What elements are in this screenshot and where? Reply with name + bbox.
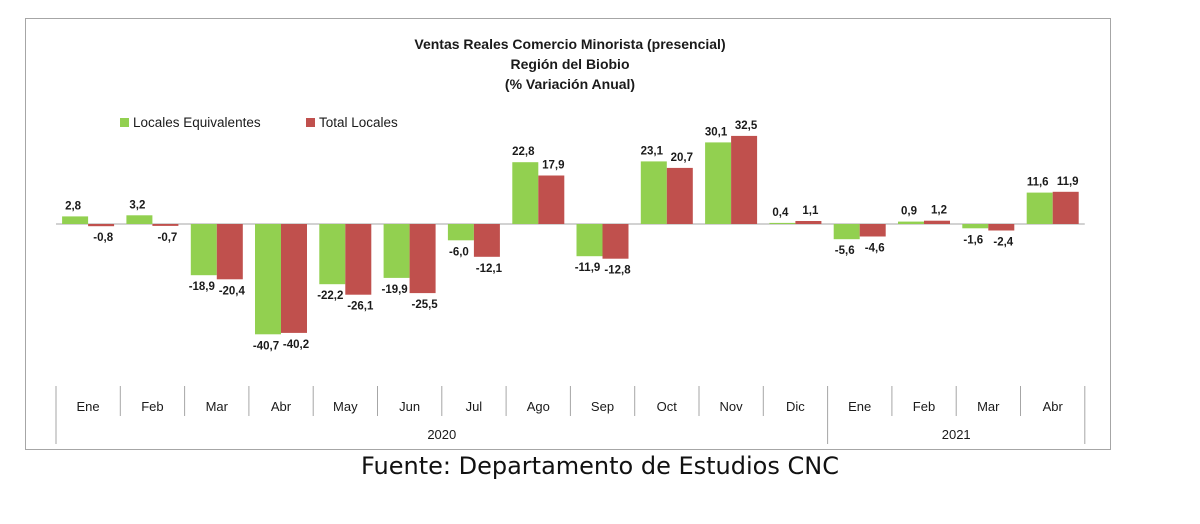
data-label-locales-equivalentes-11: 30,1: [705, 126, 728, 138]
bar-total-locales-9: [602, 224, 629, 259]
bar-locales-equivalentes-16: [1026, 192, 1053, 224]
bar-total-locales-4: [281, 224, 307, 333]
tick-label-4: Abr: [271, 399, 292, 414]
tick-label-14: Feb: [913, 399, 935, 414]
plot-area: 2,8-0,83,2-0,7-18,9 -20,4-40,7 -40,2-22,2-…: [55, 120, 1086, 444]
bar-total-locales-14: [924, 220, 950, 224]
bar-locales-equivalentes-2: [126, 215, 153, 224]
data-label-total-locales-10: 20,7: [671, 152, 693, 164]
tick-label-13: Ene: [848, 399, 871, 414]
data-label-total-locales-4: -40,2: [283, 339, 309, 351]
chart-title: Ventas Reales Comercio Minorista (presen…: [414, 36, 725, 92]
data-label-total-locales-8: 17,9: [542, 160, 564, 172]
tick-label-15: Mar: [977, 399, 1000, 414]
bar-total-locales-3: [216, 224, 243, 280]
data-label-locales-equivalentes-6: -19,9: [381, 284, 407, 296]
chart-title-line-3: (% Variación Anual): [505, 76, 635, 92]
bar-locales-equivalentes-6: [383, 224, 410, 278]
bar-locales-equivalentes-13: [833, 224, 860, 240]
tick-label-1: Ene: [77, 399, 100, 414]
bar-total-locales-16: [1052, 191, 1079, 224]
bar-total-locales-2: [152, 224, 179, 226]
data-label-locales-equivalentes-10: 23,1: [641, 145, 664, 157]
tick-label-5: May: [333, 399, 358, 414]
data-label-total-locales-13: -4,6: [865, 243, 885, 255]
data-label-locales-equivalentes-8: 22,8: [512, 146, 535, 158]
data-label-total-locales-1: -0,8: [93, 232, 113, 244]
tick-label-6: Jun: [399, 399, 420, 414]
chart-legend: Locales Equivalentes Total Locales: [120, 115, 398, 130]
data-label-locales-equivalentes-16: 11,6: [1027, 177, 1049, 189]
bar-total-locales-11: [731, 135, 758, 224]
bar-locales-equivalentes-9: [576, 224, 603, 257]
bar-total-locales-1: [88, 224, 115, 227]
bar-locales-equivalentes-3: [190, 224, 217, 276]
data-label-total-locales-14: 1,2: [931, 205, 947, 217]
data-label-total-locales-2: -0,7: [157, 232, 177, 244]
tick-label-3: Mar: [206, 399, 229, 414]
bar-total-locales-6: [409, 224, 436, 294]
bar-locales-equivalentes-8: [512, 162, 539, 224]
data-label-locales-equivalentes-9: -11,9: [575, 262, 601, 274]
year-label-2020: 2020: [427, 427, 456, 442]
tick-label-16: Abr: [1043, 399, 1064, 414]
chart-title-line-2: Región del Biobio: [511, 56, 630, 72]
data-label-locales-equivalentes-4: -40,7: [253, 340, 279, 352]
tick-label-10: Oct: [657, 399, 678, 414]
chart-frame: Ventas Reales Comercio Minorista (presen…: [25, 18, 1111, 450]
bar-locales-equivalentes-1: [62, 216, 89, 224]
data-label-total-locales-12: 1,1: [802, 205, 819, 217]
data-label-locales-equivalentes-15: -1,6: [963, 234, 983, 246]
data-label-locales-equivalentes-14: 0,9: [901, 206, 917, 218]
year-label-2021: 2021: [942, 427, 971, 442]
chart-svg: Ventas Reales Comercio Minorista (presen…: [55, 36, 1086, 444]
chart-title-line-1: Ventas Reales Comercio Minorista (presen…: [414, 36, 725, 52]
tick-label-2: Feb: [141, 399, 163, 414]
tick-label-8: Ago: [527, 399, 550, 414]
data-label-total-locales-7: -12,1: [476, 263, 503, 275]
data-label-locales-equivalentes-12: 0,4: [772, 207, 789, 219]
bar-total-locales-13: [859, 224, 886, 237]
legend-swatch-locales-equivalentes: [120, 118, 129, 127]
bar-locales-equivalentes-12: [769, 222, 796, 224]
bar-locales-equivalentes-10: [640, 161, 667, 224]
data-label-locales-equivalentes-13: -5,6: [835, 245, 855, 257]
data-label-total-locales-5: -26,1: [347, 301, 374, 313]
bar-locales-equivalentes-14: [898, 221, 924, 224]
bar-total-locales-10: [666, 167, 693, 224]
data-label-total-locales-16: 11,9: [1057, 176, 1079, 188]
bar-total-locales-7: [473, 224, 500, 257]
data-label-total-locales-15: -2,4: [993, 237, 1013, 249]
bar-locales-equivalentes-5: [319, 224, 346, 285]
bar-locales-equivalentes-4: [255, 224, 281, 335]
bar-total-locales-5: [345, 224, 372, 295]
data-label-locales-equivalentes-5: -22,2: [317, 290, 343, 302]
tick-label-7: Jul: [466, 399, 483, 414]
bar-total-locales-8: [538, 175, 565, 224]
source-caption: Fuente: Departamento de Estudios CNC: [361, 452, 839, 480]
bar-total-locales-12: [795, 221, 822, 224]
bar-locales-equivalentes-15: [962, 224, 989, 229]
data-label-total-locales-6: -25,5: [411, 299, 438, 311]
data-label-locales-equivalentes-2: 3,2: [129, 199, 145, 211]
tick-label-11: Nov: [720, 399, 744, 414]
data-label-total-locales-3: -20,4: [219, 285, 246, 297]
data-label-locales-equivalentes-7: -6,0: [449, 246, 469, 258]
tick-label-12: Dic: [786, 399, 805, 414]
bar-total-locales-15: [988, 224, 1015, 231]
bar-locales-equivalentes-11: [705, 142, 732, 224]
bar-locales-equivalentes-7: [447, 224, 474, 241]
data-label-locales-equivalentes-3: -18,9: [189, 281, 215, 293]
tick-label-9: Sep: [591, 399, 614, 414]
legend-swatch-total-locales: [306, 118, 315, 127]
data-label-total-locales-9: -12,8: [604, 265, 631, 277]
data-label-locales-equivalentes-1: 2,8: [65, 200, 82, 212]
legend-label-total-locales: Total Locales: [319, 115, 398, 130]
legend-label-locales-equivalentes: Locales Equivalentes: [133, 115, 261, 130]
data-label-total-locales-11: 32,5: [735, 120, 758, 132]
